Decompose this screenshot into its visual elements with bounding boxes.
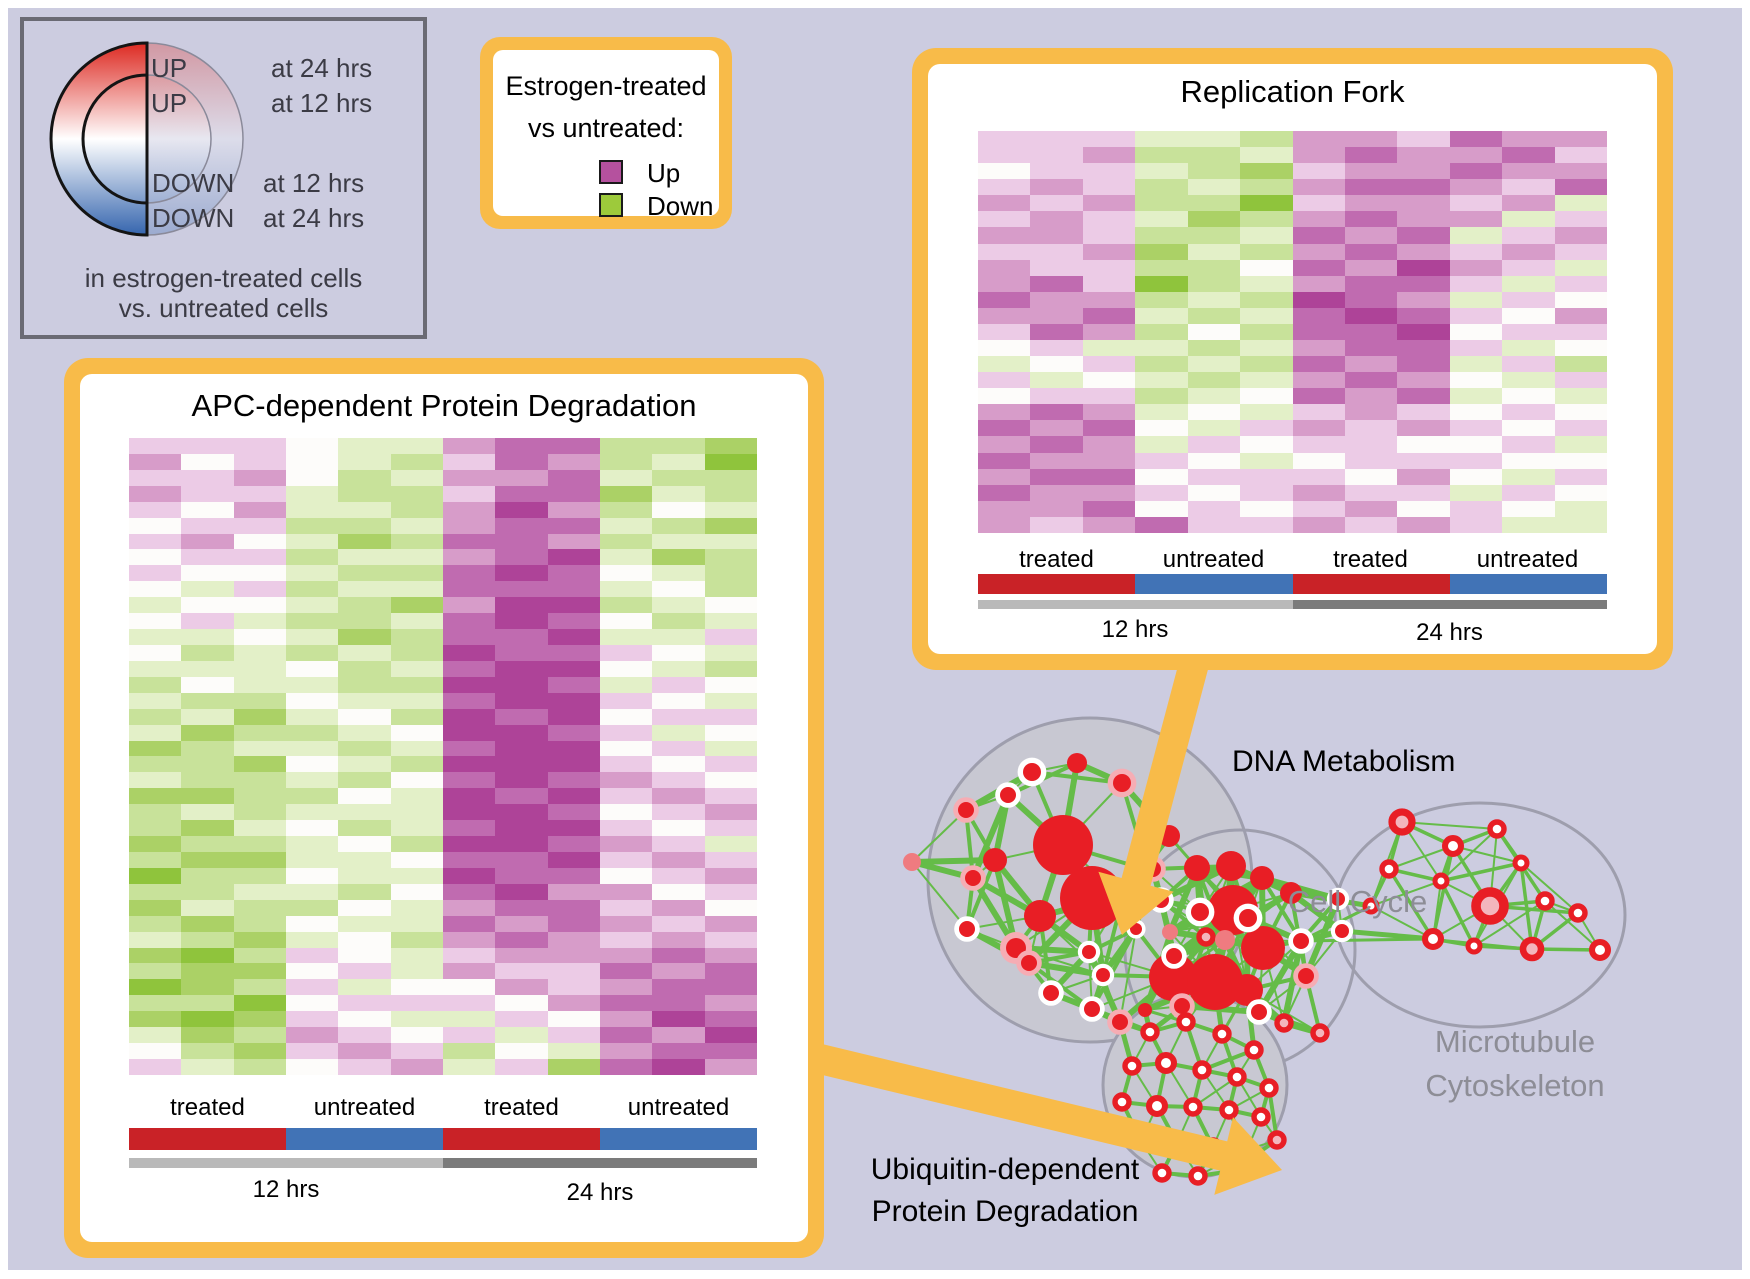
- rf-group-label-2: treated: [1333, 546, 1408, 573]
- apc-group-label-1: untreated: [313, 1094, 416, 1121]
- ubiquitin-label-line1: Ubiquitin-dependent: [870, 1153, 1140, 1186]
- up-swatch-icon: [599, 160, 623, 184]
- replication-fork-title: Replication Fork: [1180, 74, 1405, 109]
- legend-down-24-dir: DOWN: [152, 203, 235, 233]
- up-label: Up: [647, 158, 681, 188]
- rf-group-label-1: untreated: [1162, 546, 1265, 573]
- apc-panel: APC-dependent Protein Degradation treate…: [64, 358, 824, 1258]
- estrogen-legend-title2: vs untreated:: [527, 113, 685, 143]
- apc-time-label-12: 12 hrs: [252, 1176, 320, 1203]
- estrogen-legend-box: Estrogen-treated vs untreated: Up Down: [480, 37, 732, 229]
- replication-fork-heatmap: [978, 131, 1607, 533]
- legend-down-12-time: at 12 hrs: [263, 168, 365, 198]
- apc-group-label-0: treated: [170, 1094, 245, 1121]
- down-label: Down: [647, 191, 714, 221]
- rf-group-label-3: untreated: [1476, 546, 1579, 573]
- apc-condition-colorbar: [129, 1128, 757, 1150]
- apc-time-colorbar: [129, 1158, 757, 1168]
- rf-time-colorbar: [978, 600, 1607, 609]
- apc-group-label-3: untreated: [627, 1094, 730, 1121]
- legend-up-12-dir: UP: [151, 88, 188, 118]
- legend-up-24-time: at 24 hrs: [271, 53, 373, 83]
- ubiquitin-label-line2: Protein Degradation: [871, 1195, 1139, 1228]
- apc-time-label-24: 24 hrs: [566, 1179, 634, 1206]
- legend-caption-line2: vs. untreated cells: [118, 293, 329, 323]
- legend-up-12-time: at 12 hrs: [271, 88, 373, 118]
- dna-metabolism-label: DNA Metabolism: [1232, 745, 1456, 778]
- estrogen-legend-title1: Estrogen-treated: [505, 71, 707, 101]
- apc-title: APC-dependent Protein Degradation: [191, 388, 697, 423]
- apc-group-label-2: treated: [484, 1094, 559, 1121]
- replication-fork-panel: Replication Fork treated untreated treat…: [912, 48, 1673, 670]
- cell-cycle-label: Cell Cycle: [1287, 884, 1428, 919]
- down-swatch-icon: [599, 193, 623, 217]
- updown-circles-icon: [49, 41, 244, 237]
- legend-up-24-dir: UP: [151, 53, 188, 83]
- rf-condition-colorbar: [978, 574, 1607, 594]
- legend-down-24-time: at 24 hrs: [263, 203, 365, 233]
- rf-group-label-0: treated: [1019, 546, 1094, 573]
- microtubule-label-line1: Microtubule: [1434, 1024, 1596, 1059]
- microtubule-label-line2: Cytoskeleton: [1425, 1068, 1605, 1103]
- circle-legend-box: UP at 24 hrs UP at 12 hrs DOWN at 12 hrs…: [20, 17, 427, 339]
- estrogen-legend-inner: [493, 50, 719, 216]
- rf-time-label-12: 12 hrs: [1101, 616, 1169, 643]
- legend-down-12-dir: DOWN: [152, 168, 235, 198]
- rf-time-label-24: 24 hrs: [1416, 619, 1483, 646]
- apc-heatmap: [129, 438, 757, 1075]
- legend-caption-line1: in estrogen-treated cells: [84, 263, 363, 293]
